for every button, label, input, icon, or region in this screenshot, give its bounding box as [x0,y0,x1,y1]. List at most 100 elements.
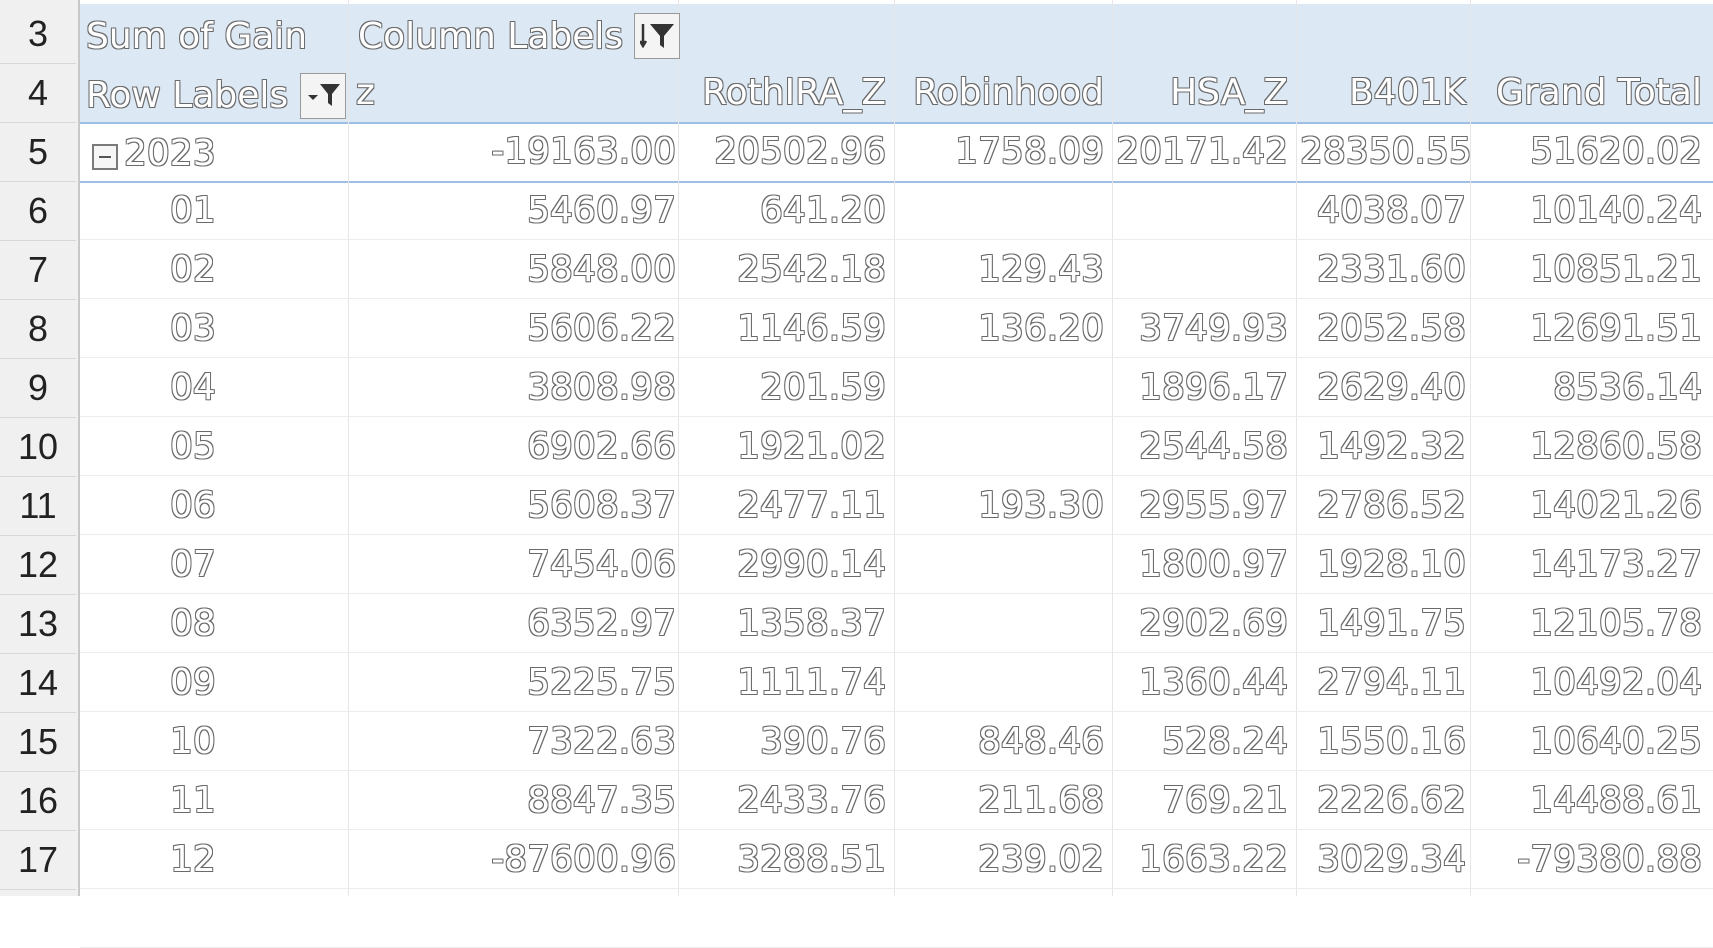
column-header[interactable]: Robinhood [913,72,1104,113]
year-total-cell[interactable]: -19163.00 [491,131,676,172]
value-cell[interactable]: 6902.66 [527,426,676,467]
year-total-cell[interactable]: 1758.09 [955,131,1104,172]
value-cell[interactable]: 1358.37 [737,603,886,644]
value-cell[interactable]: 2331.60 [1317,249,1466,290]
value-cell[interactable] [898,594,1104,653]
month-label[interactable]: 11 [170,780,216,821]
row-number[interactable]: 4 [0,63,76,123]
value-cell[interactable]: 1800.97 [1139,544,1288,585]
value-cell[interactable]: 10640.25 [1530,721,1702,762]
value-cell[interactable]: 5225.75 [527,662,676,703]
value-cell[interactable]: 2629.40 [1317,367,1466,408]
value-cell[interactable]: 8847.35 [527,780,676,821]
value-cell[interactable]: 3808.98 [527,367,676,408]
month-label[interactable]: 07 [170,544,216,585]
row-number[interactable]: 3 [0,4,76,64]
month-label[interactable]: 08 [170,603,216,644]
month-label[interactable]: 01 [170,190,216,231]
column-header[interactable]: HSA_Z [1170,72,1288,113]
value-cell[interactable]: 10851.21 [1530,249,1702,290]
row-number[interactable]: 11 [0,476,76,536]
month-label[interactable]: 10 [170,721,216,762]
value-cell[interactable]: 3029.34 [1317,839,1466,880]
row-number[interactable]: 6 [0,181,76,241]
value-cell[interactable]: 1360.44 [1139,662,1288,703]
column-header[interactable]: z [356,72,375,113]
row-number[interactable]: 15 [0,712,76,772]
value-cell[interactable]: 14021.26 [1530,485,1702,526]
value-cell[interactable]: 5606.22 [527,308,676,349]
value-cell[interactable]: 2902.69 [1139,603,1288,644]
value-cell[interactable]: 2544.58 [1139,426,1288,467]
collapse-toggle[interactable] [92,144,118,170]
value-cell[interactable]: 3288.51 [737,839,886,880]
column-header[interactable]: RothIRA_Z [702,72,886,113]
month-label[interactable]: 12 [170,839,216,880]
value-cell[interactable]: 528.24 [1162,721,1288,762]
value-cell[interactable]: 129.43 [978,249,1104,290]
row-labels-filter-button[interactable] [300,73,346,119]
value-cell[interactable]: 2542.18 [737,249,886,290]
year-total-cell[interactable]: 51620.02 [1530,131,1702,172]
value-cell[interactable]: 1663.22 [1139,839,1288,880]
row-number[interactable]: 17 [0,830,76,890]
value-cell[interactable]: 1550.16 [1317,721,1466,762]
value-cell[interactable]: 1146.59 [737,308,886,349]
month-label[interactable]: 09 [170,662,216,703]
value-cell[interactable]: 2052.58 [1317,308,1466,349]
month-label[interactable]: 04 [170,367,216,408]
value-cell[interactable] [898,358,1104,417]
row-number[interactable]: 14 [0,653,76,713]
value-cell[interactable]: 12691.51 [1530,308,1702,349]
value-cell[interactable] [898,535,1104,594]
year-total-cell[interactable]: 20171.42 [1116,131,1288,172]
value-cell[interactable]: 390.76 [760,721,886,762]
value-cell[interactable]: 2433.76 [737,780,886,821]
value-cell[interactable]: 2990.14 [737,544,886,585]
value-cell[interactable]: 2955.97 [1139,485,1288,526]
row-number[interactable]: 9 [0,358,76,418]
value-cell[interactable] [1116,240,1288,299]
value-cell[interactable]: 6352.97 [527,603,676,644]
value-cell[interactable]: 1896.17 [1139,367,1288,408]
value-cell[interactable]: 3749.93 [1139,308,1288,349]
value-cell[interactable]: 5848.00 [527,249,676,290]
column-header[interactable]: Grand Total [1496,72,1702,113]
value-cell[interactable]: -79380.88 [1517,839,1702,880]
value-cell[interactable]: 2477.11 [737,485,886,526]
column-header[interactable]: B401K [1348,72,1466,113]
value-cell[interactable]: 211.68 [978,780,1104,821]
value-cell[interactable]: 10140.24 [1530,190,1702,231]
row-number[interactable]: 7 [0,240,76,300]
value-cell[interactable]: 2794.11 [1317,662,1466,703]
value-cell[interactable]: 4038.07 [1317,190,1466,231]
value-cell[interactable]: 641.20 [760,190,886,231]
row-number[interactable]: 12 [0,535,76,595]
value-cell[interactable]: -87600.96 [491,839,676,880]
month-label[interactable]: 06 [170,485,216,526]
value-cell[interactable]: 7454.06 [527,544,676,585]
value-cell[interactable] [898,417,1104,476]
value-cell[interactable]: 2786.52 [1317,485,1466,526]
value-cell[interactable] [1116,181,1288,240]
month-label[interactable]: 05 [170,426,216,467]
value-cell[interactable]: 201.59 [760,367,886,408]
value-cell[interactable]: 12860.58 [1530,426,1702,467]
value-cell[interactable]: 239.02 [978,839,1104,880]
value-cell[interactable]: 8536.14 [1553,367,1702,408]
value-cell[interactable]: 1492.32 [1317,426,1466,467]
value-cell[interactable]: 5608.37 [527,485,676,526]
column-labels-filter-button[interactable] [634,13,680,59]
value-cell[interactable] [898,653,1104,712]
value-cell[interactable]: 1111.74 [737,662,886,703]
value-cell[interactable]: 7322.63 [527,721,676,762]
value-cell[interactable]: 1491.75 [1317,603,1466,644]
value-cell[interactable]: 12105.78 [1530,603,1702,644]
value-cell[interactable]: 848.46 [978,721,1104,762]
value-cell[interactable]: 1928.10 [1317,544,1466,585]
value-cell[interactable]: 136.20 [978,308,1104,349]
row-number[interactable]: 5 [0,122,76,182]
value-cell[interactable]: 10492.04 [1530,662,1702,703]
row-number[interactable]: 13 [0,594,76,654]
value-cell[interactable]: 769.21 [1162,780,1288,821]
